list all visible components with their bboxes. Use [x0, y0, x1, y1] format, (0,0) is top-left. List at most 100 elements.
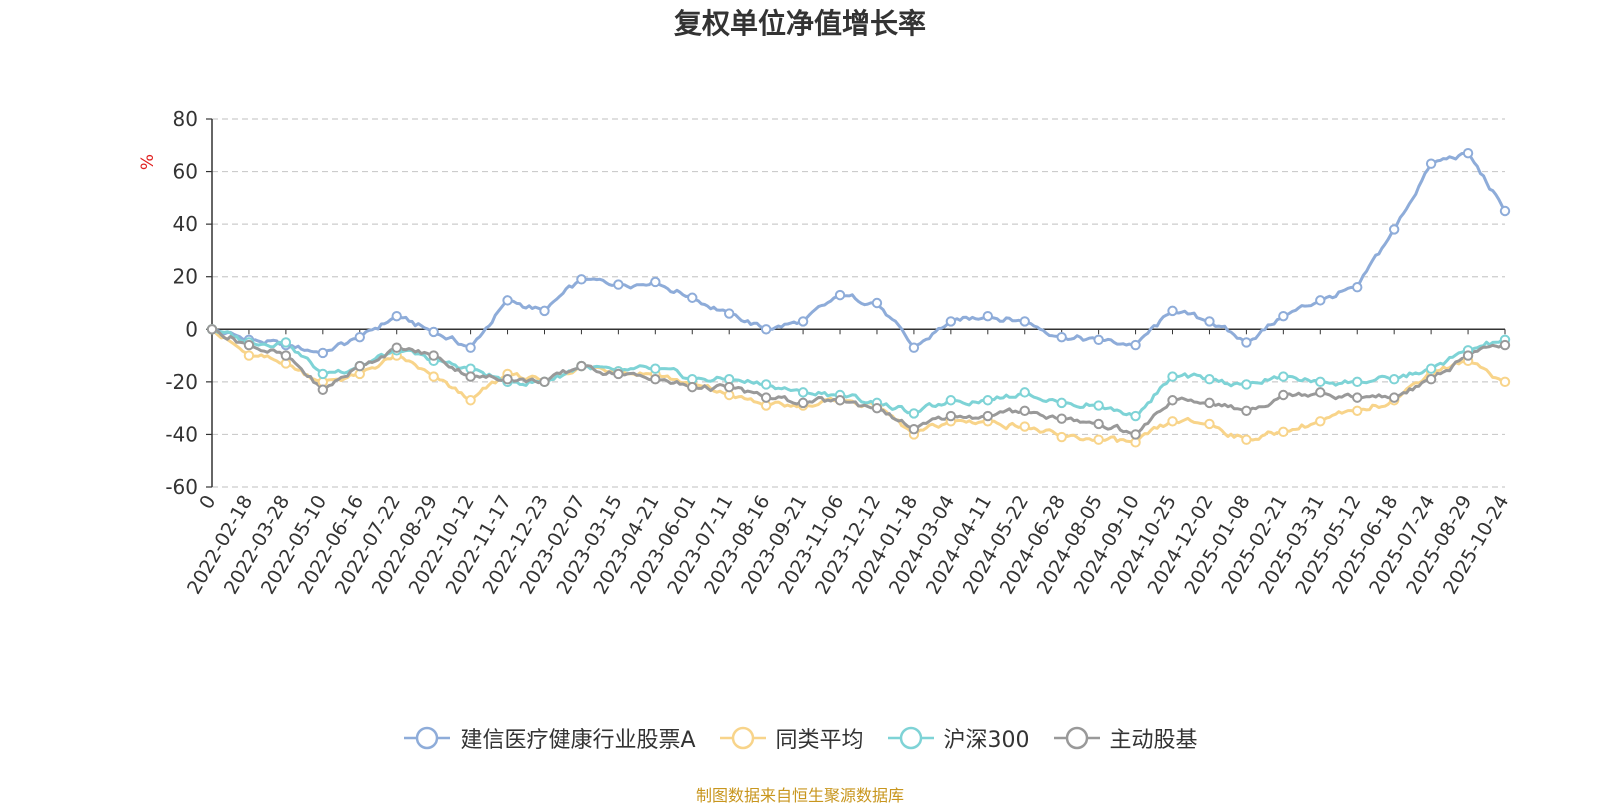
data-point[interactable] — [871, 297, 883, 309]
data-point[interactable] — [317, 384, 329, 395]
data-point[interactable] — [1130, 429, 1141, 440]
data-point[interactable] — [1315, 387, 1326, 398]
data-point[interactable] — [1278, 310, 1289, 322]
data-point[interactable] — [1056, 413, 1067, 424]
data-point[interactable] — [650, 276, 661, 288]
data-point[interactable] — [945, 395, 957, 406]
data-point[interactable] — [243, 350, 255, 361]
data-point[interactable] — [1241, 434, 1252, 445]
data-point[interactable] — [391, 310, 402, 322]
data-point[interactable] — [1278, 426, 1289, 437]
data-point[interactable] — [354, 360, 365, 372]
data-point[interactable] — [1278, 389, 1289, 401]
data-point[interactable] — [428, 371, 439, 382]
legend-item[interactable]: 建信医疗健康行业股票A — [402, 722, 696, 754]
data-point[interactable] — [428, 350, 439, 361]
data-point[interactable] — [1167, 305, 1178, 317]
data-point[interactable] — [982, 410, 993, 422]
data-point[interactable] — [613, 279, 624, 290]
data-point[interactable] — [982, 395, 993, 406]
data-point[interactable] — [1019, 387, 1030, 398]
data-point[interactable] — [576, 274, 587, 285]
data-point[interactable] — [1130, 410, 1141, 422]
data-point[interactable] — [1241, 337, 1252, 348]
data-point[interactable] — [1204, 418, 1215, 430]
data-point[interactable] — [1130, 339, 1141, 351]
data-point[interactable] — [1204, 374, 1215, 385]
data-point[interactable] — [1352, 405, 1363, 416]
data-point[interactable] — [760, 324, 772, 335]
data-point[interactable] — [243, 339, 255, 351]
data-point[interactable] — [613, 368, 624, 380]
data-point[interactable] — [945, 410, 957, 422]
data-point[interactable] — [1352, 392, 1363, 403]
data-point[interactable] — [834, 395, 846, 406]
data-point[interactable] — [1056, 331, 1067, 343]
data-point[interactable] — [1388, 224, 1400, 235]
data-point[interactable] — [945, 316, 957, 327]
data-point[interactable] — [687, 381, 698, 393]
data-point[interactable] — [1204, 316, 1215, 327]
data-point[interactable] — [1056, 397, 1067, 409]
data-point[interactable] — [1352, 282, 1363, 293]
data-point[interactable] — [1204, 397, 1215, 409]
data-point[interactable] — [1241, 379, 1252, 390]
data-point[interactable] — [797, 387, 809, 398]
data-point[interactable] — [1462, 147, 1474, 159]
data-point[interactable] — [982, 310, 993, 322]
data-point[interactable] — [502, 374, 513, 385]
data-point[interactable] — [908, 408, 920, 419]
data-point[interactable] — [797, 316, 809, 327]
data-point[interactable] — [465, 395, 476, 406]
data-point[interactable] — [650, 374, 661, 385]
data-point[interactable] — [1167, 395, 1178, 406]
data-point[interactable] — [650, 363, 661, 374]
data-point[interactable] — [1388, 374, 1400, 385]
data-point[interactable] — [465, 342, 476, 353]
data-point[interactable] — [871, 402, 883, 414]
data-point[interactable] — [539, 305, 550, 317]
data-point[interactable] — [1019, 405, 1030, 416]
data-point[interactable] — [391, 342, 402, 353]
legend-item[interactable]: 主动股基 — [1052, 722, 1198, 754]
data-point[interactable] — [1093, 334, 1104, 345]
data-point[interactable] — [760, 392, 772, 403]
data-point[interactable] — [687, 292, 698, 303]
data-point[interactable] — [1093, 400, 1104, 411]
data-point[interactable] — [1315, 376, 1326, 388]
data-point[interactable] — [908, 342, 920, 353]
data-point[interactable] — [317, 347, 329, 359]
data-point[interactable] — [797, 397, 809, 409]
data-point[interactable] — [1093, 434, 1104, 445]
data-point[interactable] — [834, 289, 846, 301]
data-point[interactable] — [1315, 295, 1326, 306]
data-point[interactable] — [724, 308, 735, 319]
data-point[interactable] — [280, 337, 292, 348]
data-point[interactable] — [1056, 431, 1067, 443]
data-point[interactable] — [1278, 371, 1289, 382]
data-point[interactable] — [1425, 363, 1437, 374]
data-point[interactable] — [465, 371, 476, 382]
data-point[interactable] — [1167, 371, 1178, 382]
data-point[interactable] — [206, 324, 218, 335]
data-point[interactable] — [1388, 392, 1400, 403]
data-point[interactable] — [1499, 205, 1511, 217]
data-point[interactable] — [428, 326, 439, 338]
data-point[interactable] — [1352, 376, 1363, 388]
data-point[interactable] — [1499, 376, 1511, 388]
data-point[interactable] — [1019, 316, 1030, 327]
data-point[interactable] — [280, 350, 292, 361]
data-point[interactable] — [1019, 421, 1030, 432]
data-point[interactable] — [539, 376, 550, 388]
data-point[interactable] — [1241, 405, 1252, 416]
data-point[interactable] — [502, 295, 513, 306]
data-point[interactable] — [576, 360, 587, 372]
data-point[interactable] — [1093, 418, 1104, 430]
data-point[interactable] — [908, 423, 920, 435]
data-point[interactable] — [1425, 158, 1437, 169]
data-point[interactable] — [1315, 416, 1326, 427]
data-point[interactable] — [317, 368, 329, 380]
data-point[interactable] — [724, 381, 735, 393]
data-point[interactable] — [1499, 339, 1511, 351]
data-point[interactable] — [760, 379, 772, 390]
